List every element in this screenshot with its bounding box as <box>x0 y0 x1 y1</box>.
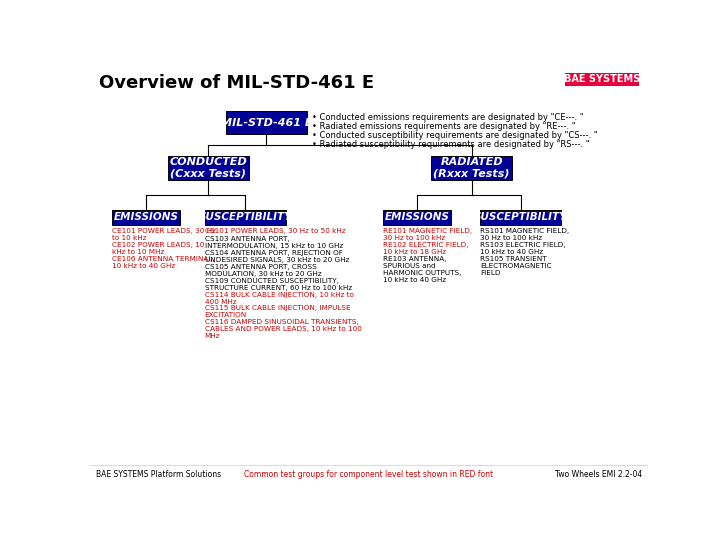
Text: RS101 MAGNETIC FIELD,
30 Hz to 100 kHz: RS101 MAGNETIC FIELD, 30 Hz to 100 kHz <box>480 228 569 241</box>
FancyBboxPatch shape <box>383 210 451 225</box>
Text: CS104 ANTENNA PORT, REJECTION OF
UNDESIRED SIGNALS, 30 kHz to 20 GHz: CS104 ANTENNA PORT, REJECTION OF UNDESIR… <box>204 250 349 263</box>
Text: MIL-STD-461 E: MIL-STD-461 E <box>220 118 312 127</box>
Text: SUSCEPTIBILITY: SUSCEPTIBILITY <box>474 212 567 222</box>
Text: CS115 BULK CABLE INJECTION, IMPULSE
EXCITATION: CS115 BULK CABLE INJECTION, IMPULSE EXCI… <box>204 306 351 319</box>
FancyBboxPatch shape <box>168 156 249 180</box>
Text: RS105 TRANSIENT
ELECTROMAGNETIC
FIELD: RS105 TRANSIENT ELECTROMAGNETIC FIELD <box>480 256 552 276</box>
Text: BAE SYSTEMS Platform Solutions: BAE SYSTEMS Platform Solutions <box>96 470 221 479</box>
Text: Common test groups for component level test shown in RED font: Common test groups for component level t… <box>244 470 494 479</box>
FancyBboxPatch shape <box>480 210 561 225</box>
Text: CONDUCTED
(Cxxx Tests): CONDUCTED (Cxxx Tests) <box>169 157 247 179</box>
Text: CS114 BULK CABLE INJECTION, 10 kHz to
400 MHz: CS114 BULK CABLE INJECTION, 10 kHz to 40… <box>204 292 354 305</box>
Text: • Conducted susceptibility requirements are designated by "CS---. ": • Conducted susceptibility requirements … <box>312 131 597 140</box>
Text: CS109 CONDUCTED SUSCEPTIBILITY,
STRUCTURE CURRENT, 60 Hz to 100 kHz: CS109 CONDUCTED SUSCEPTIBILITY, STRUCTUR… <box>204 278 352 291</box>
FancyBboxPatch shape <box>431 156 513 180</box>
FancyBboxPatch shape <box>204 210 286 225</box>
Text: EMISSIONS: EMISSIONS <box>113 212 179 222</box>
Text: CE106 ANTENNA TERMINAL,
10 kHz to 40 GHz: CE106 ANTENNA TERMINAL, 10 kHz to 40 GHz <box>112 256 215 269</box>
Text: RE102 ELECTRIC FIELD,
10 kHz to 18 GHz: RE102 ELECTRIC FIELD, 10 kHz to 18 GHz <box>383 242 469 255</box>
Text: CS101 POWER LEADS, 30 Hz to 50 kHz: CS101 POWER LEADS, 30 Hz to 50 kHz <box>204 228 346 234</box>
Text: Two Wheels EMI 2.2-04: Two Wheels EMI 2.2-04 <box>554 470 642 479</box>
Text: • Radiated emissions requirements are designated by "RE---. ": • Radiated emissions requirements are de… <box>312 122 575 131</box>
Text: EMISSIONS: EMISSIONS <box>384 212 449 222</box>
Text: Overview of MIL-STD-461 E: Overview of MIL-STD-461 E <box>99 74 374 92</box>
Text: BAE SYSTEMS: BAE SYSTEMS <box>564 75 640 84</box>
Text: CS103 ANTENNA PORT,
INTERMODULATION, 15 kHz to 10 GHz: CS103 ANTENNA PORT, INTERMODULATION, 15 … <box>204 236 343 249</box>
FancyBboxPatch shape <box>565 72 639 86</box>
Text: RS103 ELECTRIC FIELD,
10 kHz to 40 GHz: RS103 ELECTRIC FIELD, 10 kHz to 40 GHz <box>480 242 565 255</box>
Text: RE103 ANTENNA,
SPURIOUS and
HARMONIC OUTPUTS,
10 kHz to 40 GHz: RE103 ANTENNA, SPURIOUS and HARMONIC OUT… <box>383 256 462 283</box>
Text: • Conducted emissions requirements are designated by "CE---. ": • Conducted emissions requirements are d… <box>312 113 583 122</box>
Text: RE101 MAGNETIC FIELD,
30 Hz to 100 kHz: RE101 MAGNETIC FIELD, 30 Hz to 100 kHz <box>383 228 472 241</box>
Text: CS116 DAMPED SINUSOIDAL TRANSIENTS,
CABLES AND POWER LEADS, 10 kHz to 100
MHz: CS116 DAMPED SINUSOIDAL TRANSIENTS, CABL… <box>204 319 361 339</box>
Text: CE102 POWER LEADS, 10
kHz to 10 MHz: CE102 POWER LEADS, 10 kHz to 10 MHz <box>112 242 204 255</box>
Text: RADIATED
(Rxxx Tests): RADIATED (Rxxx Tests) <box>433 157 510 179</box>
Text: CS105 ANTENNA PORT, CROSS
MODULATION, 30 kHz to 20 GHz: CS105 ANTENNA PORT, CROSS MODULATION, 30… <box>204 264 321 277</box>
Text: SUSCEPTIBILITY: SUSCEPTIBILITY <box>199 212 292 222</box>
FancyBboxPatch shape <box>225 111 307 134</box>
Text: • Radiated susceptibility requirements are designated by "RS---. ": • Radiated susceptibility requirements a… <box>312 140 589 149</box>
FancyBboxPatch shape <box>112 210 180 225</box>
Text: CE101 POWER LEADS, 30 Hz
to 10 kHz: CE101 POWER LEADS, 30 Hz to 10 kHz <box>112 228 215 241</box>
